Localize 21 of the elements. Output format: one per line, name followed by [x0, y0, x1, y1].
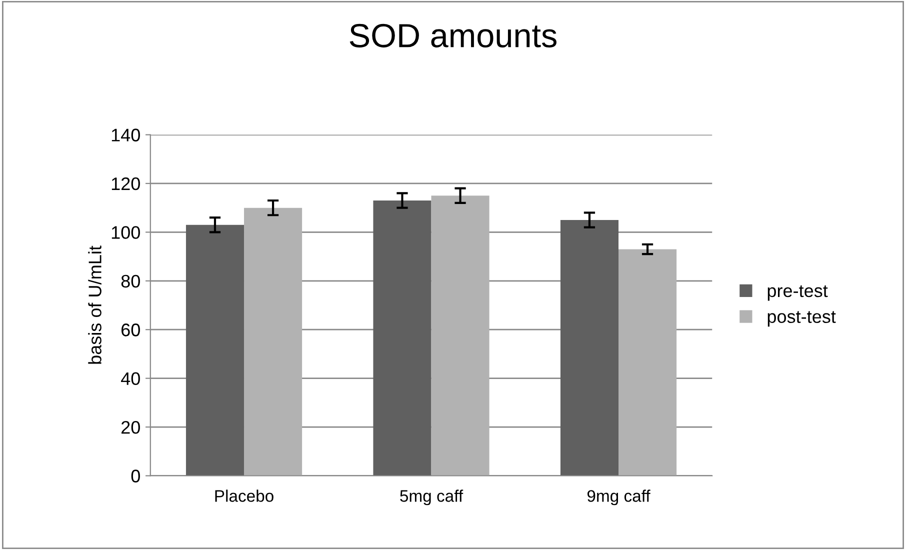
y-tick-label: 60 [122, 324, 140, 336]
bar [618, 249, 677, 476]
bar [373, 200, 432, 476]
chart-title: SOD amounts [350, 24, 556, 48]
legend-label: pre-test [768, 285, 828, 301]
legend-label: post-test [768, 311, 836, 327]
y-tick-label: 40 [121, 372, 140, 386]
bar [244, 208, 302, 476]
x-tick-label: 9mg caff [587, 490, 650, 506]
y-axis-title: basis of U/mLit [88, 246, 102, 364]
bar [431, 196, 490, 476]
y-tick-label: 20 [122, 420, 140, 434]
y-tick-label: 120 [112, 177, 140, 190]
y-tick-label: 100 [112, 226, 140, 239]
y-tick-label: 140 [112, 128, 140, 142]
bar [560, 220, 618, 476]
x-tick-label: 5mg caff [400, 490, 464, 506]
y-tick-label: 0 [131, 470, 140, 482]
y-tick-label: 80 [121, 274, 140, 288]
x-tick-label: Placebo [215, 490, 274, 502]
bar [186, 224, 244, 476]
